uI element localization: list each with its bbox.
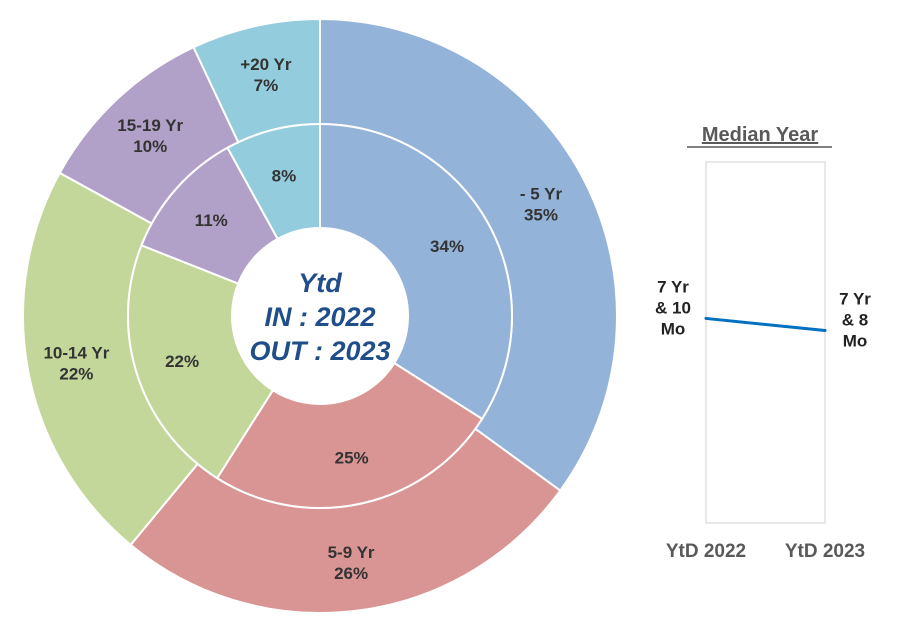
donut-labels: - 5 Yr 35% 5-9 Yr 26% 10-14 Yr 22% 15-19 Yr 10%… xyxy=(43,55,562,583)
outer-ring xyxy=(22,17,618,614)
inner-slice-label-2: 22% xyxy=(165,352,199,371)
median-year-chart: Median Year YtD 2022 YtD 2023 7 Yr & 10 Mo7… xyxy=(655,124,871,562)
inner-slice-label-3: 11% xyxy=(195,211,228,230)
outer-slice-label-2: 10-14 Yr 22% xyxy=(43,343,109,383)
center-label-line-3: OUT : 2023 xyxy=(249,336,390,366)
inner-slice-4 xyxy=(226,122,321,241)
median-line-0 xyxy=(705,316,826,332)
double-donut-chart: - 5 Yr 35% 5-9 Yr 26% 10-14 Yr 22% 15-19 Yr 10%… xyxy=(22,17,618,614)
median-point-label-1: 7 Yr & 8 Mo xyxy=(839,289,871,350)
inner-ring xyxy=(127,122,513,509)
median-x-tick-1: YtD 2023 xyxy=(785,541,865,562)
median-point-1 xyxy=(823,328,827,332)
inner-slice-2 xyxy=(127,244,275,480)
median-ticks: YtD 2022 YtD 2023 xyxy=(666,541,865,562)
inner-slice-label-0: 34% xyxy=(430,237,464,256)
inner-slice-label-1: 25% xyxy=(335,449,369,468)
center-label-line-1: Ytd xyxy=(298,268,342,298)
inner-slice-label-4: 8% xyxy=(272,167,297,186)
median-chart-title: Median Year xyxy=(702,124,819,146)
outer-slice-label-0: - 5 Yr 35% xyxy=(520,184,563,224)
median-point-label-0: 7 Yr & 10 Mo xyxy=(655,277,691,338)
median-point-0 xyxy=(704,316,708,320)
median-plot-frame xyxy=(705,161,826,524)
outer-slice-label-1: 5-9 Yr 26% xyxy=(328,543,375,583)
outer-slice-label-4: +20 Yr 7% xyxy=(240,55,292,95)
outer-slice-label-3: 15-19 Yr 10% xyxy=(117,116,183,156)
center-label-line-2: IN : 2022 xyxy=(264,302,375,332)
median-point-labels: 7 Yr & 10 Mo 7 Yr & 8 Mo xyxy=(655,277,871,350)
inner-slice-1 xyxy=(215,361,484,509)
median-x-tick-0: YtD 2022 xyxy=(666,541,746,562)
median-series xyxy=(704,316,827,332)
inner-slice-0 xyxy=(319,122,513,421)
